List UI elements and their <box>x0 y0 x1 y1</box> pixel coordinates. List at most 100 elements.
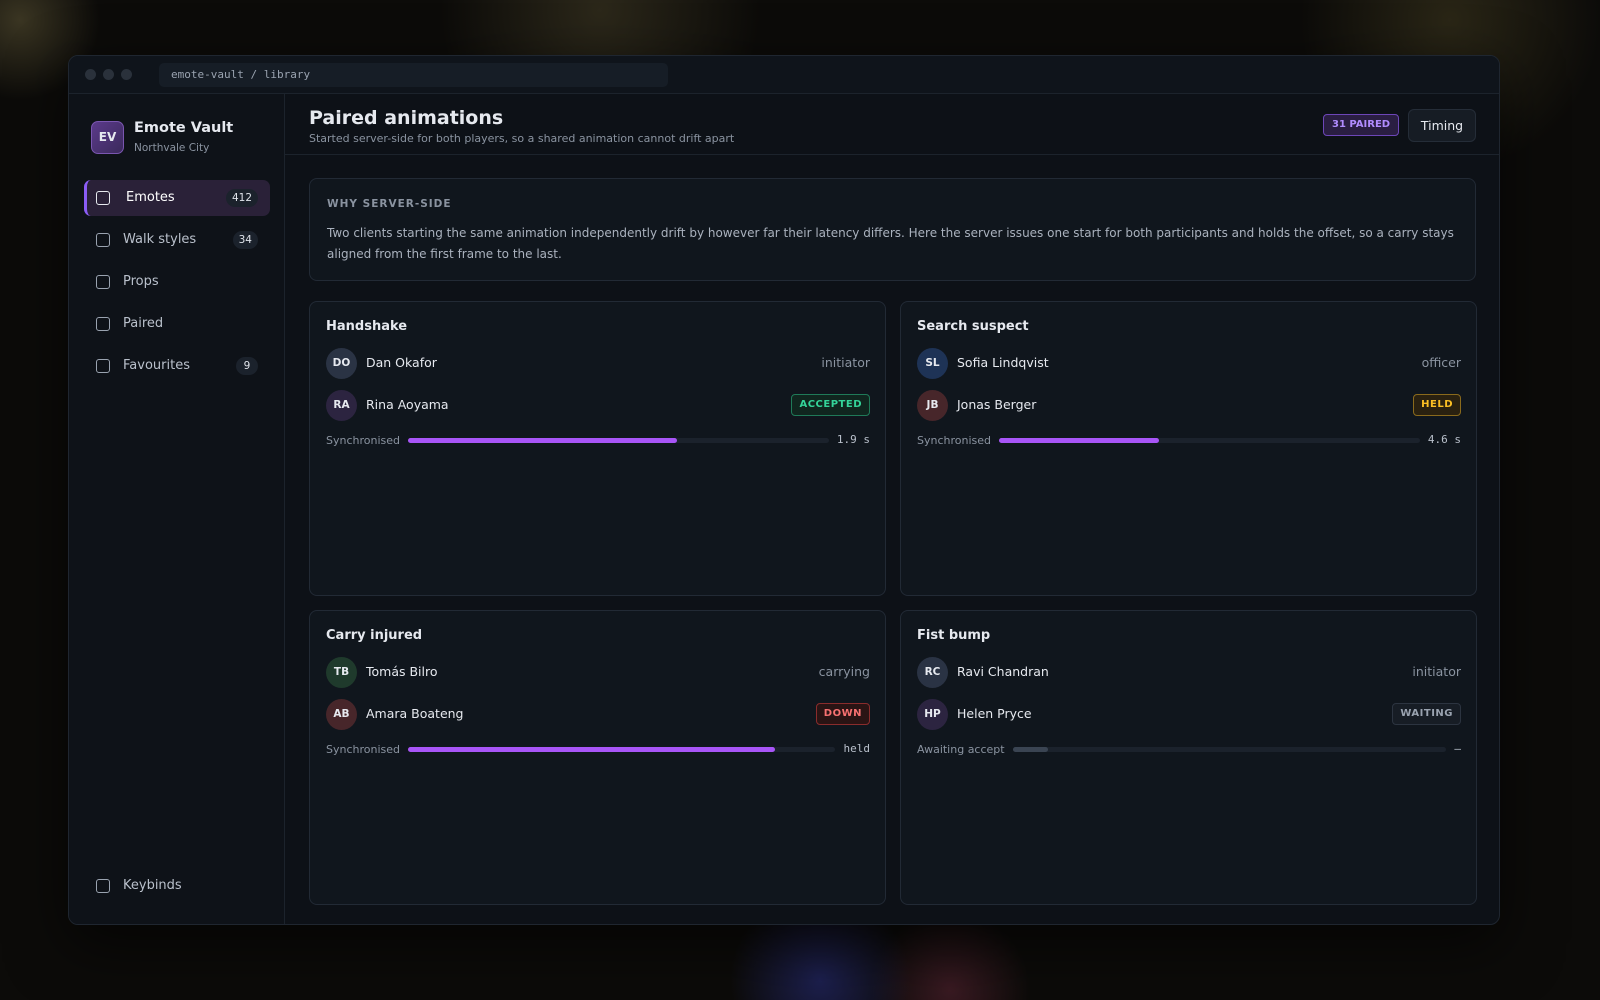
progress-row: Synchronised 4.6 s <box>917 433 1461 449</box>
checkbox <box>96 359 110 373</box>
card-title: Carry injured <box>326 628 423 643</box>
player-name: Sofia Lindqvist <box>957 355 1049 370</box>
progress-label: Awaiting accept <box>917 743 1005 756</box>
info-panel: WHY SERVER-SIDE Two clients starting the… <box>309 178 1476 281</box>
checkbox <box>96 275 110 289</box>
pair-card: Search suspect SL Sofia Lindqvist officer JB… <box>900 301 1477 596</box>
nav-label: Emotes <box>126 190 175 205</box>
status-badge: ACCEPTED <box>791 394 870 416</box>
nav-count: 412 <box>225 189 258 207</box>
progress-track <box>1013 747 1446 752</box>
nav-label: Keybinds <box>123 878 182 893</box>
progress-fill <box>999 438 1159 443</box>
progress-label: Synchronised <box>326 434 401 447</box>
progress-value: – <box>1454 742 1461 755</box>
avatar: AB <box>326 699 357 730</box>
progress-track <box>408 747 835 752</box>
progress-fill <box>1013 747 1048 752</box>
nav-label: Walk styles <box>123 232 197 247</box>
nav-item[interactable]: Favourites 9 <box>84 348 270 384</box>
progress-track <box>999 438 1420 443</box>
progress-fill <box>408 747 776 752</box>
info-heading: WHY SERVER-SIDE <box>327 198 452 210</box>
progress-row: Synchronised held <box>326 742 870 758</box>
sidebar: EV Emote Vault Northvale City Emotes 412 W… <box>69 94 285 924</box>
player-role: initiator <box>1412 664 1461 679</box>
player-role: initiator <box>821 355 870 370</box>
avatar: SL <box>917 348 948 379</box>
nav-item[interactable]: Emotes 412 <box>84 180 270 216</box>
pair-card: Fist bump RC Ravi Chandran initiator HP Helen… <box>900 610 1477 905</box>
main: Paired animations Started server-side fo… <box>285 94 1499 924</box>
page-title: Paired animations <box>309 107 504 129</box>
player-row: DO Dan Okafor initiator <box>326 348 870 379</box>
avatar: RA <box>326 390 357 421</box>
player-role: carrying <box>818 664 870 679</box>
pair-card: Carry injured TB Tomás Bilro carrying AB Amar… <box>309 610 886 905</box>
brand-subtitle: Northvale City <box>134 142 210 154</box>
card-title: Fist bump <box>917 628 991 643</box>
pair-card: Handshake DO Dan Okafor initiator RA Rina Aoy… <box>309 301 886 596</box>
avatar: TB <box>326 657 357 688</box>
player-row: JB Jonas Berger HELD <box>917 390 1461 421</box>
player-name: Rina Aoyama <box>366 397 449 412</box>
avatar: DO <box>326 348 357 379</box>
progress-row: Synchronised 1.9 s <box>326 433 870 449</box>
card-title: Search suspect <box>917 319 1029 334</box>
avatar: JB <box>917 390 948 421</box>
status-badge: WAITING <box>1392 703 1461 725</box>
nav-item[interactable]: Props <box>84 264 270 300</box>
player-name: Dan Okafor <box>366 355 437 370</box>
progress-value: held <box>843 742 871 755</box>
checkbox <box>96 317 110 331</box>
progress-label: Synchronised <box>917 434 992 447</box>
avatar: HP <box>917 699 948 730</box>
info-text: Two clients starting the same animation … <box>327 226 1454 261</box>
player-name: Amara Boateng <box>366 706 464 721</box>
player-role: officer <box>1421 355 1461 370</box>
avatar: RC <box>917 657 948 688</box>
app-window: emote-vault / library EV Emote Vault Nor… <box>68 55 1500 925</box>
page-subtitle: Started server-side for both players, so… <box>309 132 735 145</box>
player-row: RC Ravi Chandran initiator <box>917 657 1461 688</box>
progress-row: Awaiting accept – <box>917 742 1461 758</box>
nav-label: Favourites <box>123 358 190 373</box>
status-badge: HELD <box>1413 394 1461 416</box>
window-dot[interactable] <box>103 69 114 80</box>
timing-button[interactable]: Timing <box>1408 109 1476 142</box>
player-name: Helen Pryce <box>957 706 1032 721</box>
address-bar[interactable]: emote-vault / library <box>159 63 668 87</box>
checkbox <box>96 233 110 247</box>
card-title: Handshake <box>326 319 408 334</box>
brand-name: Emote Vault <box>134 120 234 136</box>
nav-label: Props <box>123 274 159 289</box>
player-name: Tomás Bilro <box>366 664 438 679</box>
nav-item[interactable]: Paired <box>84 306 270 342</box>
player-row: TB Tomás Bilro carrying <box>326 657 870 688</box>
progress-value: 1.9 s <box>836 433 870 446</box>
window-dot[interactable] <box>85 69 96 80</box>
progress-label: Synchronised <box>326 743 401 756</box>
nav-count: 34 <box>232 231 258 249</box>
progress-value: 4.6 s <box>1427 433 1461 446</box>
player-name: Ravi Chandran <box>957 664 1049 679</box>
player-name: Jonas Berger <box>957 397 1037 412</box>
nav-item[interactable]: Walk styles 34 <box>84 222 270 258</box>
title-bar: emote-vault / library <box>69 56 1499 94</box>
player-row: SL Sofia Lindqvist officer <box>917 348 1461 379</box>
progress-fill <box>408 438 678 443</box>
nav-count: 9 <box>236 357 258 375</box>
progress-track <box>408 438 829 443</box>
status-badge: DOWN <box>815 703 870 725</box>
checkbox <box>96 191 110 205</box>
count-badge: 31 PAIRED <box>1323 114 1400 136</box>
nav-label: Paired <box>123 316 164 331</box>
window-dot[interactable] <box>121 69 132 80</box>
player-row: HP Helen Pryce WAITING <box>917 699 1461 730</box>
logo: EV <box>91 121 124 154</box>
page-header: Paired animations Started server-side fo… <box>285 94 1499 155</box>
player-row: AB Amara Boateng DOWN <box>326 699 870 730</box>
player-row: RA Rina Aoyama ACCEPTED <box>326 390 870 421</box>
nav-item[interactable]: Keybinds <box>84 868 270 904</box>
